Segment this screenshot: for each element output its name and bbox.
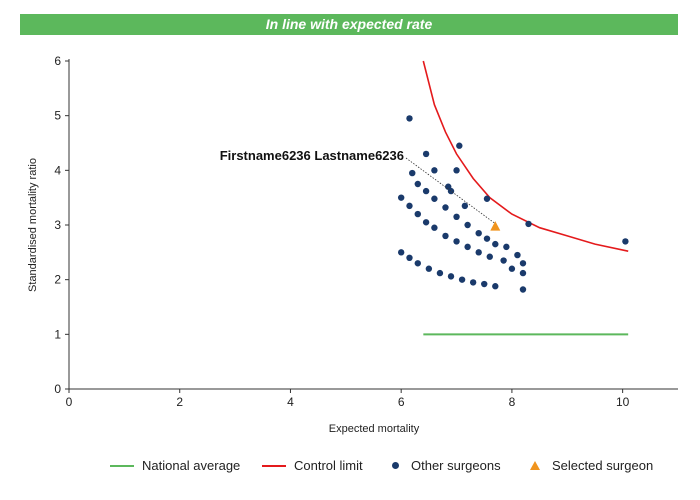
- other-surgeon-point: [442, 232, 449, 240]
- other-surgeon-point: [456, 142, 463, 149]
- selected-surgeon-swatch: [530, 461, 540, 470]
- y-tick-label: 0: [54, 382, 61, 396]
- other-surgeon-point: [475, 230, 482, 237]
- other-surgeon-point: [475, 249, 482, 256]
- x-tick-label: 10: [616, 395, 630, 409]
- legend-label: National average: [142, 458, 241, 473]
- plot-area: Firstname6236 Lastname6236: [220, 60, 629, 336]
- other-surgeon-point: [483, 235, 491, 242]
- other-surgeon-point: [453, 167, 460, 174]
- x-tick-label: 6: [398, 395, 405, 409]
- other-surgeon-point: [464, 221, 471, 229]
- status-text: In line with expected rate: [265, 16, 433, 32]
- legend-national-average[interactable]: National average: [110, 458, 240, 473]
- other-surgeon-point: [397, 249, 405, 256]
- control-limit-swatch: [262, 464, 286, 467]
- other-surgeon-point: [453, 238, 460, 245]
- other-surgeon-point: [525, 220, 532, 228]
- other-surgeon-point: [486, 253, 493, 260]
- other-surgeon-point: [464, 243, 471, 251]
- other-surgeon-point: [414, 210, 421, 218]
- other-surgeon-point: [406, 254, 413, 261]
- y-tick-label: 2: [54, 273, 61, 287]
- y-tick-label: 3: [54, 218, 61, 232]
- other-surgeon-point: [409, 169, 416, 177]
- other-surgeon-point: [453, 213, 460, 220]
- other-surgeon-point: [425, 265, 433, 272]
- funnel-plot: 0 2 4 6 8 10 0 1 2 3 4 5 6 Firstname6236 Lastname623…: [27, 54, 678, 435]
- y-axis-label: Standardised mortality ratio: [27, 158, 39, 292]
- other-surgeon-point: [458, 276, 466, 283]
- other-surgeon-point: [519, 286, 527, 293]
- x-tick-label: 4: [287, 395, 294, 409]
- other-surgeon-point: [481, 280, 488, 288]
- x-tick-label: 0: [66, 395, 73, 409]
- other-surgeon-point: [431, 224, 438, 231]
- other-surgeon-point: [461, 202, 469, 210]
- other-surgeon-point: [469, 279, 477, 286]
- other-surgeon-point: [406, 115, 413, 122]
- other-surgeon-point: [500, 257, 507, 264]
- legend-label: Selected surgeon: [552, 458, 654, 473]
- legend-control-limit[interactable]: Control limit: [262, 458, 363, 473]
- x-tick-label: 2: [176, 395, 183, 409]
- selected-surgeon-leader-line: [405, 157, 496, 224]
- other-surgeon-point: [442, 204, 449, 211]
- other-surgeon-point: [503, 243, 510, 251]
- other-surgeon-point: [492, 240, 499, 248]
- legend-label: Control limit: [294, 458, 363, 473]
- other-surgeons-swatch: [392, 462, 399, 469]
- other-surgeon-point: [431, 167, 438, 174]
- status-banner: In line with expected rate: [20, 14, 678, 35]
- other-surgeon-point: [422, 219, 430, 226]
- y-tick-label: 1: [54, 327, 61, 341]
- other-surgeon-point: [447, 187, 455, 195]
- other-surgeon-point: [483, 195, 491, 202]
- other-surgeon-point: [514, 251, 521, 259]
- y-tick-label: 6: [54, 54, 61, 68]
- other-surgeon-point: [508, 265, 516, 272]
- other-surgeon-point: [492, 283, 499, 290]
- x-axis-label: Expected mortality: [329, 423, 420, 435]
- national-average-swatch: [110, 464, 134, 467]
- y-tick-label: 4: [54, 163, 61, 177]
- legend-selected-surgeon[interactable]: Selected surgeon: [530, 458, 653, 473]
- other-surgeon-point: [519, 260, 527, 267]
- other-surgeon-point: [422, 187, 430, 195]
- x-tick-label: 8: [509, 395, 516, 409]
- other-surgeon-point: [414, 260, 421, 267]
- other-surgeon-point: [519, 269, 527, 277]
- other-surgeon-point: [414, 180, 421, 188]
- other-surgeon-point: [622, 238, 629, 245]
- selected-surgeon-label: Firstname6236 Lastname6236: [220, 148, 404, 163]
- other-surgeon-point: [406, 202, 413, 210]
- legend-label: Other surgeons: [411, 458, 501, 473]
- selected-surgeon-point: [490, 221, 501, 231]
- axes: 0 2 4 6 8 10 0 1 2 3 4 5 6: [54, 54, 678, 409]
- legend-other-surgeons[interactable]: Other surgeons: [392, 458, 501, 473]
- other-surgeon-point: [422, 150, 430, 158]
- other-surgeon-point: [431, 195, 438, 202]
- y-tick-label: 5: [54, 109, 61, 123]
- other-surgeon-point: [436, 269, 444, 277]
- other-surgeon-point: [447, 273, 455, 280]
- other-surgeon-point: [397, 194, 405, 201]
